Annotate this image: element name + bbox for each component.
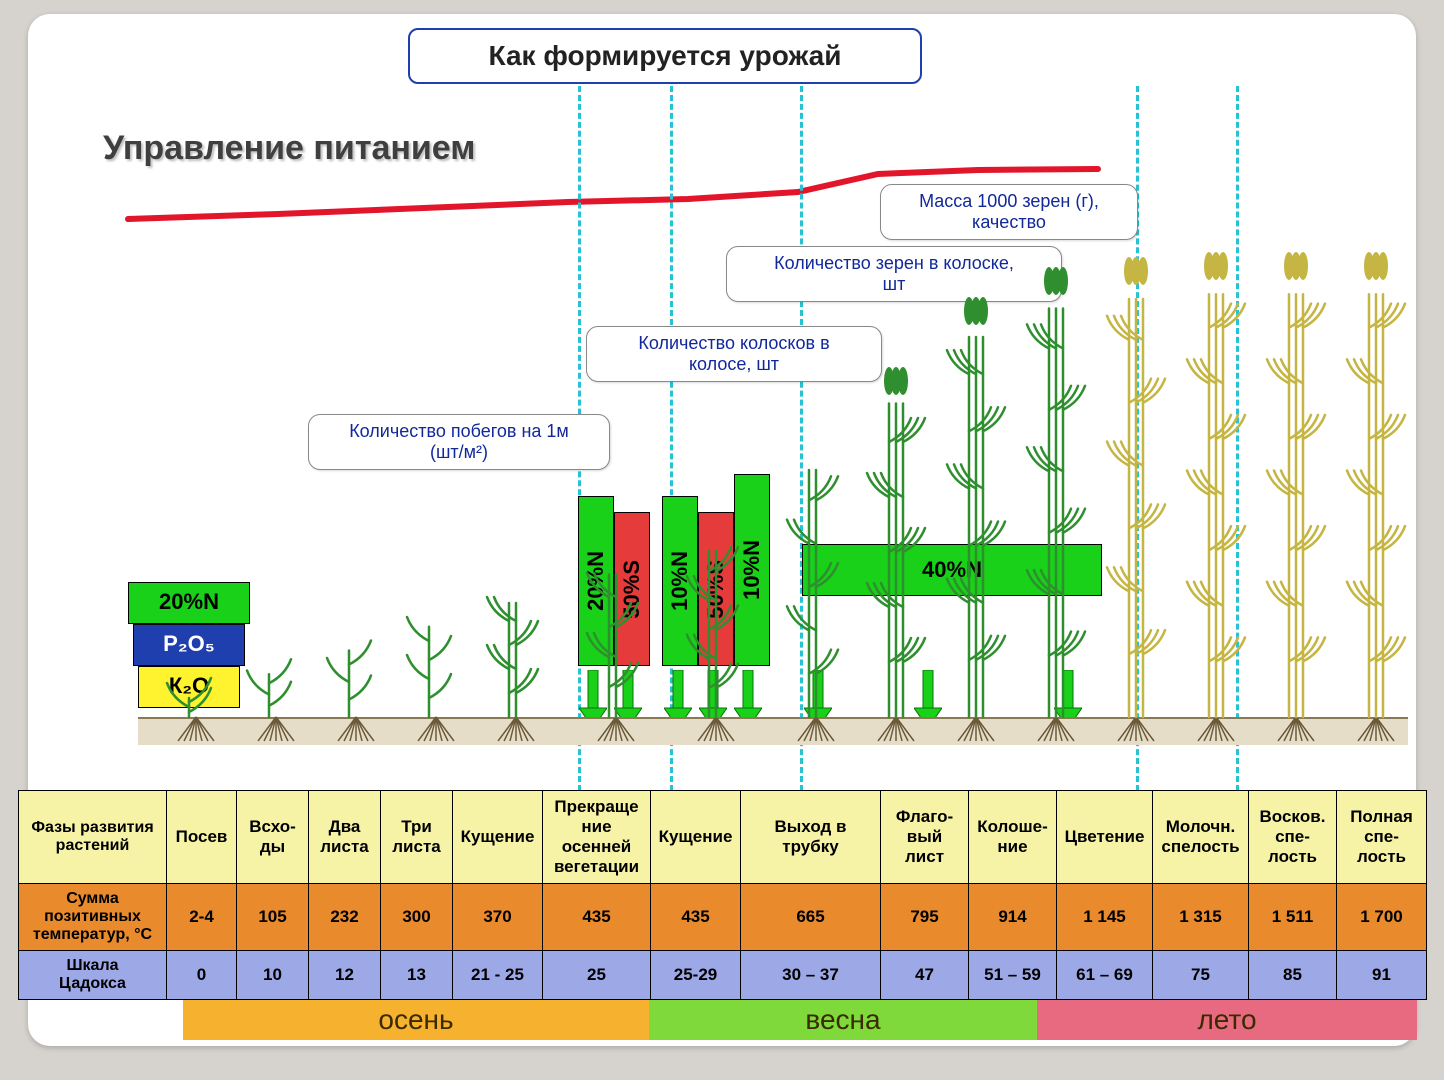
plant-stage [328,647,384,745]
table-cell: 1 511 [1249,884,1337,951]
fertilizer-n: 20%N [128,582,250,624]
table-cell: 10 [237,951,309,1000]
plant-stage [1028,287,1084,745]
table-cell: Прекращениеосеннейвегетации [543,791,651,884]
plant-stage [1188,272,1244,745]
phase-table: Фазы развития растенийПосевВсхо-дыДвалис… [18,790,1427,1000]
season-весна: весна [649,1000,1037,1040]
plant-stage [948,317,1004,745]
table-cell: Посев [167,791,237,884]
table-cell: Цветение [1057,791,1153,884]
table-cell: 85 [1249,951,1337,1000]
table-cell: 300 [381,884,453,951]
table-cell: 1 315 [1153,884,1249,951]
subtitle: Управление питанием [103,129,475,168]
table-cell: 75 [1153,951,1249,1000]
table-cell: Трилиста [381,791,453,884]
table-cell: 232 [309,884,381,951]
table-cell: 795 [881,884,969,951]
table-cell: Колоше-ние [969,791,1057,884]
table-cell: Кущение [453,791,543,884]
callout: Масса 1000 зерен (г),качество [880,184,1138,240]
table-cell: 105 [237,884,309,951]
table-cell: 665 [741,884,881,951]
plant-stage [688,542,744,745]
plant-stage [588,567,644,745]
table-cell: Двалиста [309,791,381,884]
plant-stage [488,597,544,745]
row-header: Фазы развития растений [19,791,167,884]
plant-stage [788,457,844,745]
table-cell: Кущение [651,791,741,884]
plant-stage [1268,272,1324,745]
table-cell: 25 [543,951,651,1000]
row-header: Суммапозитивныхтемператур, °С [19,884,167,951]
table-cell: 0 [167,951,237,1000]
table-cell: 30 – 37 [741,951,881,1000]
table-cell: 21 - 25 [453,951,543,1000]
table-cell: 25-29 [651,951,741,1000]
table-cell: 61 – 69 [1057,951,1153,1000]
table-cell: 435 [543,884,651,951]
season-лето: лето [1037,1000,1417,1040]
table-cell: 51 – 59 [969,951,1057,1000]
table-cell: Полнаяспе-лость [1337,791,1427,884]
table-cell: 370 [453,884,543,951]
plant-stage [248,672,304,745]
plant-stage [408,622,464,745]
table-cell: 914 [969,884,1057,951]
table-cell: Молочн.спелость [1153,791,1249,884]
row-header: ШкалаЦадокса [19,951,167,1000]
main-title: Как формируется урожай [408,28,922,84]
season-осень: осень [183,1000,649,1040]
table-cell: 2-4 [167,884,237,951]
table-cell: 1 145 [1057,884,1153,951]
table-cell: Всхо-ды [237,791,309,884]
callout: Количество побегов на 1м(шт/м²) [308,414,610,470]
table-cell: Воскoв.спе-лость [1249,791,1337,884]
fertilizer-p: Р₂О₅ [133,624,245,666]
callout: Количество зерен в колоске,шт [726,246,1062,302]
table-cell: 91 [1337,951,1427,1000]
plant-stage [1108,277,1164,745]
plant-stage [868,387,924,745]
table-cell: Флаго-вый лист [881,791,969,884]
plant-stage [1348,272,1404,745]
table-cell: 435 [651,884,741,951]
plant-stage [168,697,224,745]
table-cell: 1 700 [1337,884,1427,951]
table-cell: 12 [309,951,381,1000]
table-cell: 13 [381,951,453,1000]
table-cell: Выход в трубку [741,791,881,884]
callout: Количество колосков вколосе, шт [586,326,882,382]
table-cell: 47 [881,951,969,1000]
